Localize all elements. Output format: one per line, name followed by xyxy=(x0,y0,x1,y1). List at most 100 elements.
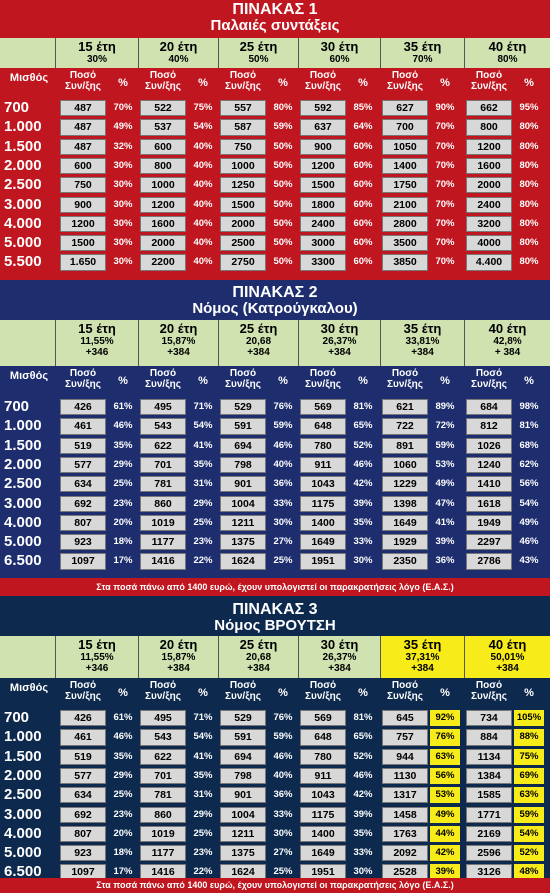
pension-amount: 557 xyxy=(220,100,266,117)
replacement-rate: 33% xyxy=(273,497,293,509)
salary-value: 4.000 xyxy=(4,513,42,531)
amount-label: Ποσό Συν/ξης xyxy=(305,368,341,390)
pension-amount: 3500 xyxy=(382,235,428,252)
replacement-rate: 42% xyxy=(353,478,373,490)
replacement-rate: 35% xyxy=(193,769,213,781)
pension-amount: 1500 xyxy=(220,196,266,213)
rate-label: 20,68 xyxy=(245,336,272,347)
pension-amount: 734 xyxy=(466,710,512,727)
percent-header: % xyxy=(348,371,378,389)
amount-header: Ποσό Συν/ξης xyxy=(466,70,512,92)
replacement-rate: 59% xyxy=(273,731,293,743)
replacement-rate: 70% xyxy=(435,140,455,152)
replacement-rate: 40% xyxy=(193,217,213,229)
replacement-rate: 22% xyxy=(193,866,213,878)
pension-amount: 1649 xyxy=(382,514,428,532)
amount-label: Ποσό Συν/ξης xyxy=(65,368,101,390)
pension-amount: 860 xyxy=(140,495,186,512)
amount-header: Ποσό Συν/ξης xyxy=(382,680,428,702)
pension-amount: 1026 xyxy=(466,437,512,454)
amount-label: Ποσό Συν/ξης xyxy=(225,70,261,92)
pension-amount: 807 xyxy=(60,514,106,532)
replacement-rate: 35% xyxy=(113,439,133,451)
table-number: ΠΙΝΑΚΑΣ 2 xyxy=(232,284,318,301)
replacement-rate: 46% xyxy=(113,420,133,432)
percent-label: % xyxy=(440,687,450,699)
rate-label: 11,55% xyxy=(80,336,114,347)
years-header: 15 έτη 11,55% +346 xyxy=(55,636,138,678)
table-subtitle: Παλαιές συντάξεις xyxy=(210,17,340,34)
years-header: 30 έτη 26,37% +384 xyxy=(298,636,380,678)
pension-amount: 1043 xyxy=(300,476,346,493)
replacement-rate: 54% xyxy=(193,731,213,743)
years-label: 25 έτη xyxy=(239,321,278,336)
replacement-rate: 30% xyxy=(113,159,133,171)
pension-amount: 1200 xyxy=(466,138,512,155)
percent-label: % xyxy=(118,375,128,387)
extra-label: +384 xyxy=(411,663,434,674)
pension-amount: 3850 xyxy=(382,254,428,271)
pension-amount: 1750 xyxy=(382,177,428,194)
replacement-rate: 70% xyxy=(435,121,455,133)
pension-amount: 634 xyxy=(60,787,106,804)
percent-header: % xyxy=(188,683,218,701)
years-label: 15 έτη xyxy=(78,637,116,652)
replacement-rate: 50% xyxy=(273,256,293,268)
amount-label: Ποσό Συν/ξης xyxy=(305,680,341,702)
replacement-rate: 36% xyxy=(273,478,293,490)
replacement-rate: 33% xyxy=(353,536,373,548)
replacement-rate: 25% xyxy=(273,555,293,567)
pension-amount: 701 xyxy=(140,456,186,474)
replacement-rate: 80% xyxy=(519,179,539,191)
pension-amount: 1019 xyxy=(140,514,186,532)
replacement-rate: 27% xyxy=(273,536,293,548)
replacement-rate: 98% xyxy=(519,401,539,412)
pension-amount: 1317 xyxy=(382,787,428,804)
replacement-rate: 60% xyxy=(353,159,373,171)
replacement-rate: 70% xyxy=(435,217,455,229)
pension-amount: 569 xyxy=(300,399,346,416)
percent-label: % xyxy=(358,687,368,699)
replacement-rate: 81% xyxy=(519,420,539,432)
replacement-rate: 40% xyxy=(273,769,293,781)
salary-value: 700 xyxy=(4,398,30,415)
years-header: 40 έτη 80% xyxy=(464,38,550,68)
replacement-rate: 60% xyxy=(353,217,373,229)
years-header: 15 έτη 30% xyxy=(55,38,138,68)
pension-amount: 911 xyxy=(300,456,346,474)
replacement-rate: 41% xyxy=(435,516,455,528)
rate-label: 26,37% xyxy=(322,652,357,663)
extra-label: +384 xyxy=(247,347,270,358)
salary-value: 4.000 xyxy=(4,824,42,842)
pension-amount: 634 xyxy=(60,476,106,493)
years-header: 20 έτη 40% xyxy=(138,38,218,68)
pension-amount: 798 xyxy=(220,767,266,785)
rate-label: 30% xyxy=(86,54,107,65)
pension-amount: 3000 xyxy=(300,235,346,252)
percent-header: % xyxy=(188,73,218,91)
amount-header: Ποσό Συν/ξης xyxy=(60,368,106,390)
rate-label: 26,37% xyxy=(322,336,357,347)
pension-amount: 622 xyxy=(140,748,186,765)
amount-header: Ποσό Συν/ξης xyxy=(220,70,266,92)
pension-amount: 522 xyxy=(140,100,186,117)
salary-value: 1.500 xyxy=(4,137,42,155)
years-label: 40 έτη xyxy=(488,637,527,652)
amount-header: Ποσό Συν/ξης xyxy=(300,368,346,390)
replacement-rate: 31% xyxy=(193,478,213,490)
pension-amount: 1004 xyxy=(220,495,266,512)
years-header: 35 έτη 37,31% +384 xyxy=(380,636,464,678)
salary-value: 6.500 xyxy=(4,552,42,570)
replacement-rate: 20% xyxy=(113,516,133,528)
amount-header: Ποσό Συν/ξης xyxy=(382,368,428,390)
replacement-rate: 29% xyxy=(113,769,133,781)
replacement-rate: 50% xyxy=(273,140,293,152)
pension-amount: 2169 xyxy=(466,825,512,843)
replacement-rate: 29% xyxy=(193,497,213,509)
pension-amount: 2596 xyxy=(466,845,512,862)
replacement-rate: 39% xyxy=(435,536,455,548)
replacement-rate: 30% xyxy=(113,179,133,191)
replacement-rate: 105% xyxy=(514,710,544,727)
replacement-rate: 42% xyxy=(353,789,373,801)
amount-header: Ποσό Συν/ξης xyxy=(466,680,512,702)
